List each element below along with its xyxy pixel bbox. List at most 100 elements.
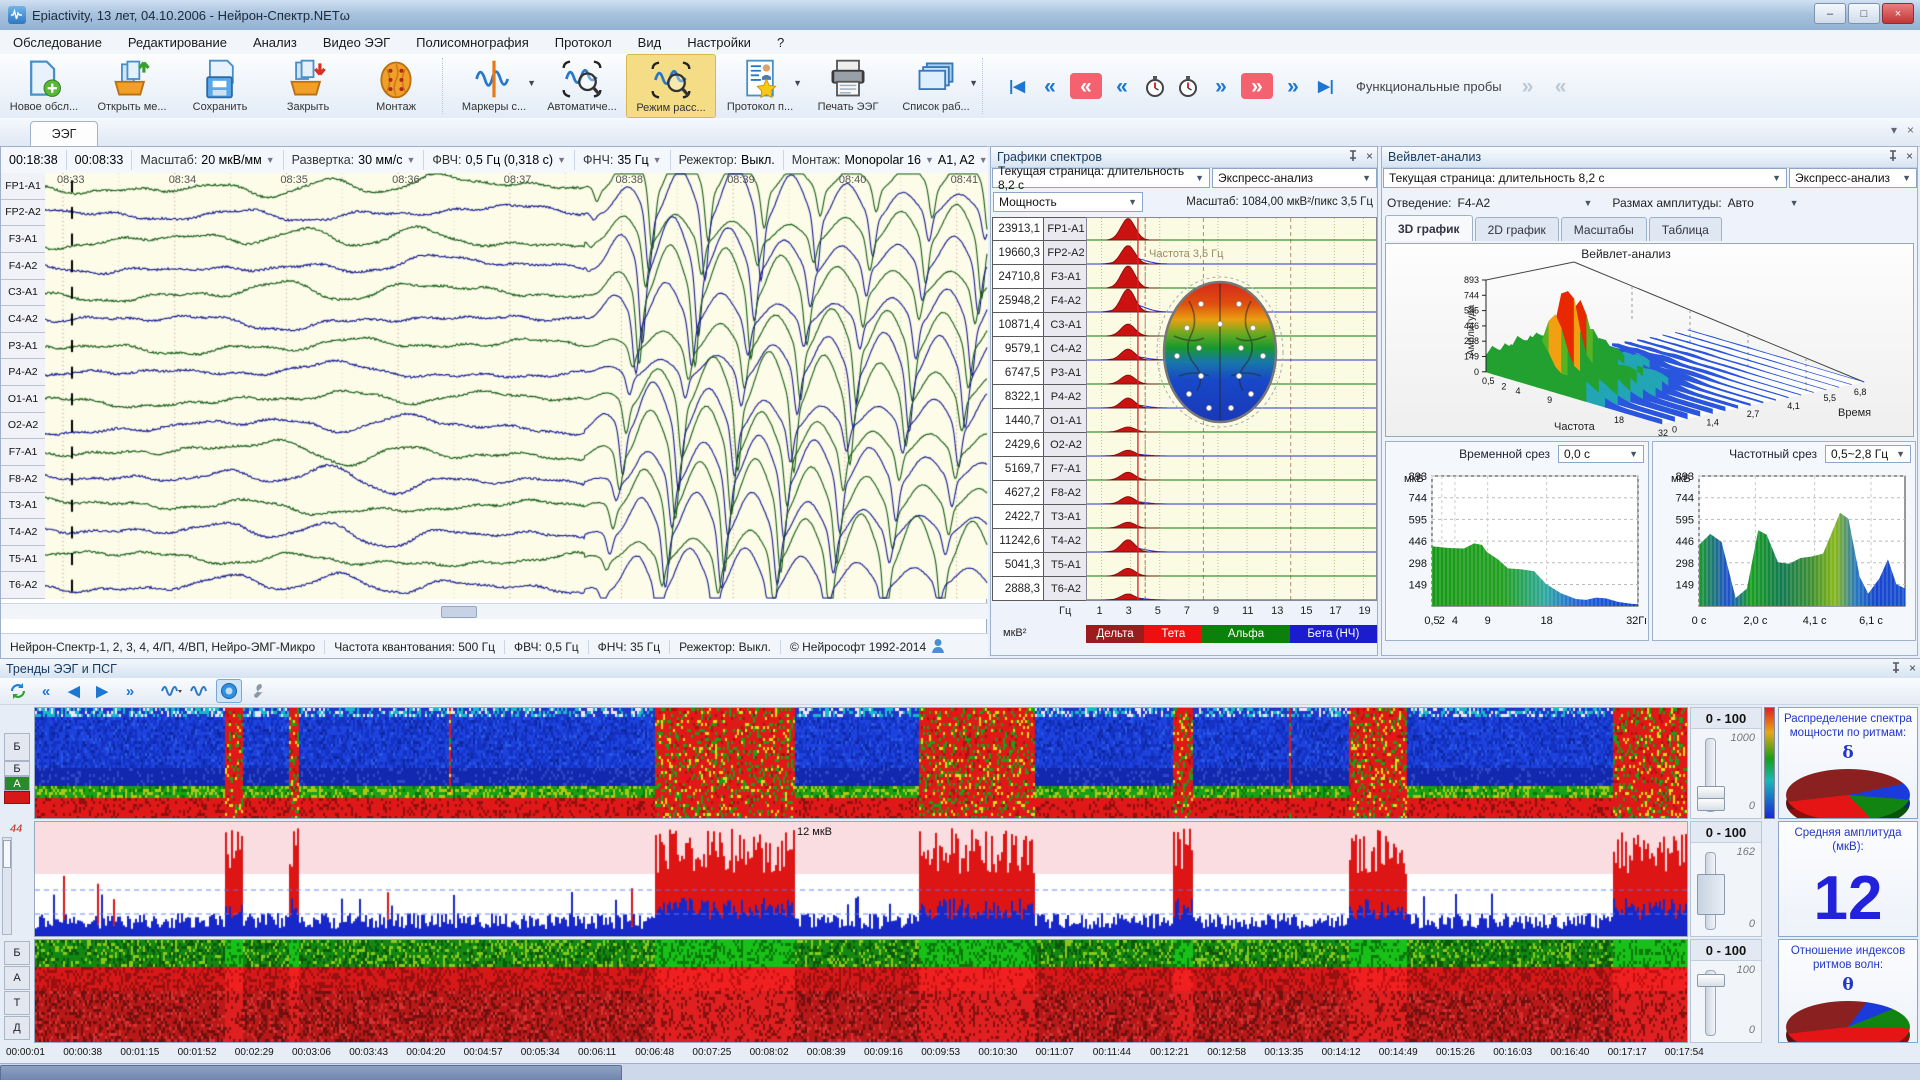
spectrum-row-F4-A2[interactable]: 25948,2F4-A2 bbox=[992, 289, 1089, 313]
trends-horizontal-scrollbar[interactable] bbox=[0, 1063, 1920, 1080]
go-first-button[interactable]: |◀ bbox=[1004, 73, 1030, 99]
trend-slider-thumb[interactable] bbox=[1697, 786, 1725, 799]
rewind-event-button[interactable]: « bbox=[1070, 73, 1102, 99]
chevron-down-icon[interactable]: ▼ bbox=[793, 78, 802, 88]
go-last-button[interactable]: ▶| bbox=[1313, 73, 1339, 99]
toolbar-button-3[interactable]: Закрыть bbox=[264, 54, 352, 118]
toolbar-button-9[interactable]: Печать ЭЭГ bbox=[804, 54, 892, 118]
fast-forward-button[interactable]: » bbox=[1280, 73, 1306, 99]
amplitude-range-select[interactable]: Авто bbox=[1728, 196, 1784, 210]
chevron-down-icon[interactable]: ▾ bbox=[1891, 123, 1897, 137]
toolbar-button-4[interactable]: Монтаж bbox=[352, 54, 440, 118]
spectrum-row-P3-A1[interactable]: 6747,5P3-A1 bbox=[992, 361, 1089, 385]
spectrum-row-C3-A1[interactable]: 10871,4C3-A1 bbox=[992, 313, 1089, 337]
menu-item-8[interactable]: ? bbox=[764, 32, 797, 53]
close-icon[interactable]: × bbox=[1909, 661, 1916, 675]
chevron-down-icon[interactable]: ▼ bbox=[1790, 198, 1799, 208]
toolbar-button-5[interactable]: Маркеры с...▼ bbox=[450, 54, 538, 118]
menu-item-5[interactable]: Протокол bbox=[542, 32, 625, 53]
spectrum-page-select[interactable]: Текущая страница: длительность 8,2 с▼ bbox=[992, 168, 1210, 188]
step-back-button[interactable]: ◀ bbox=[62, 680, 86, 702]
toolbar-button-8[interactable]: Протокол п...▼ bbox=[716, 54, 804, 118]
spectrum-row-C4-A2[interactable]: 9579,1C4-A2 bbox=[992, 337, 1089, 361]
toolbar-button-2[interactable]: Сохранить bbox=[176, 54, 264, 118]
skip-forward-button[interactable]: » bbox=[118, 680, 142, 702]
step-forward-button[interactable]: ▶ bbox=[90, 680, 114, 702]
spectrum-row-F7-A1[interactable]: 5169,7F7-A1 bbox=[992, 457, 1089, 481]
wavelet-3d-plot[interactable]: 8937445954462981490Амплитуда0,52491832Ча… bbox=[1385, 243, 1914, 437]
navigator-icon[interactable] bbox=[216, 679, 242, 703]
lead-select[interactable]: F4-A2 bbox=[1458, 196, 1578, 210]
toolbar-button-10[interactable]: Список раб...▼ bbox=[892, 54, 980, 118]
tab-eeg[interactable]: ЭЭГ bbox=[30, 121, 98, 146]
eeg-notch-select[interactable]: Режектор:Выкл. bbox=[671, 150, 784, 170]
pin-icon[interactable] bbox=[1348, 150, 1358, 162]
menu-item-0[interactable]: Обследование bbox=[0, 32, 115, 53]
chevron-down-icon[interactable]: ▼ bbox=[1584, 198, 1593, 208]
spectrum-row-T5-A1[interactable]: 5041,3T5-A1 bbox=[992, 553, 1089, 577]
wavelet-tab-3[interactable]: Таблица bbox=[1649, 217, 1722, 241]
wavelet-page-select[interactable]: Текущая страница: длительность 8,2 с▼ bbox=[1383, 168, 1787, 188]
toolbar-button-7[interactable]: Режим расс... bbox=[626, 54, 716, 118]
trend-rhythm-strip[interactable] bbox=[34, 939, 1688, 1043]
trends-scrollbar-thumb[interactable] bbox=[0, 1065, 622, 1080]
wavelet-express-select[interactable]: Экспресс-анализ▼ bbox=[1789, 168, 1917, 188]
spectrum-plot-area[interactable]: Частота 3,5 Гц bbox=[1086, 217, 1377, 601]
spectrum-row-O1-A1[interactable]: 1440,7O1-A1 bbox=[992, 409, 1089, 433]
menu-item-6[interactable]: Вид bbox=[625, 32, 675, 53]
eeg-scale-select[interactable]: Масштаб:20 мкВ/мм▼ bbox=[132, 150, 283, 170]
timer-forward-button[interactable] bbox=[1175, 73, 1201, 99]
eeg-hpf-select[interactable]: ФВЧ:0,5 Гц (0,318 с)▼ bbox=[424, 150, 575, 170]
menu-item-3[interactable]: Видео ЭЭГ bbox=[310, 32, 403, 53]
fast-rewind-button[interactable]: « bbox=[1037, 73, 1063, 99]
settings-wrench-icon[interactable] bbox=[246, 680, 270, 702]
timer-back-button[interactable] bbox=[1142, 73, 1168, 99]
close-icon[interactable]: × bbox=[1366, 149, 1373, 163]
wavelet-tab-2[interactable]: Масштабы bbox=[1561, 217, 1647, 241]
time-slice-select[interactable]: 0,0 с▼ bbox=[1558, 445, 1644, 463]
chevron-down-icon[interactable]: ▼ bbox=[969, 78, 978, 88]
eeg-traces-area[interactable]: 08:3308:3408:3508:3608:3708:3808:3908:40… bbox=[45, 173, 988, 599]
close-icon[interactable]: × bbox=[1907, 123, 1914, 137]
eeg-time-full[interactable]: 00:18:38 bbox=[1, 150, 67, 170]
close-icon[interactable]: × bbox=[1906, 149, 1913, 163]
close-button[interactable]: × bbox=[1882, 3, 1914, 24]
trend-amplitude-strip[interactable]: 12 мкВ bbox=[34, 821, 1688, 937]
minimize-button[interactable]: – bbox=[1814, 3, 1846, 24]
trend-slider-thumb[interactable] bbox=[1697, 798, 1725, 811]
maximize-button[interactable]: □ bbox=[1848, 3, 1880, 24]
trend-spectrogram-strip[interactable] bbox=[34, 707, 1688, 819]
rewind-page-button[interactable]: « bbox=[1109, 73, 1135, 99]
skip-back-button[interactable]: « bbox=[34, 680, 58, 702]
menu-item-1[interactable]: Редактирование bbox=[115, 32, 240, 53]
eeg-time-page[interactable]: 00:08:33 bbox=[67, 150, 133, 170]
wavelet-tab-1[interactable]: 2D график bbox=[1475, 217, 1559, 241]
spectrum-row-F8-A2[interactable]: 4627,2F8-A2 bbox=[992, 481, 1089, 505]
chevron-down-icon[interactable]: ▼ bbox=[527, 78, 536, 88]
trend-signal-icon[interactable] bbox=[188, 680, 212, 702]
spectrum-row-T4-A2[interactable]: 11242,6T4-A2 bbox=[992, 529, 1089, 553]
probe-prev-button[interactable]: « bbox=[1548, 73, 1574, 99]
spectrum-express-select[interactable]: Экспресс-анализ▼ bbox=[1212, 168, 1377, 188]
spectrum-row-FP2-A2[interactable]: 19660,3FP2-A2 bbox=[992, 241, 1089, 265]
freq-slice-select[interactable]: 0,5~2,8 Гц▼ bbox=[1825, 445, 1911, 463]
trend-signal-select-icon[interactable] bbox=[160, 680, 184, 702]
menu-item-7[interactable]: Настройки bbox=[674, 32, 764, 53]
menu-item-4[interactable]: Полисомнография bbox=[403, 32, 542, 53]
spectrum-row-FP1-A1[interactable]: 23913,1FP1-A1 bbox=[992, 217, 1089, 241]
spectrum-row-O2-A2[interactable]: 2429,6O2-A2 bbox=[992, 433, 1089, 457]
eeg-scrollbar-thumb[interactable] bbox=[441, 606, 477, 618]
refresh-icon[interactable] bbox=[6, 680, 30, 702]
spectrum-row-P4-A2[interactable]: 8322,1P4-A2 bbox=[992, 385, 1089, 409]
menu-item-2[interactable]: Анализ bbox=[240, 32, 310, 53]
eeg-montage-select[interactable]: Монтаж:Monopolar 16▼A1, A2▼ bbox=[784, 150, 997, 170]
trend2-mini-scrollbar[interactable] bbox=[2, 837, 12, 935]
toolbar-button-6[interactable]: Автоматиче... bbox=[538, 54, 626, 118]
trend-slider-thumb[interactable] bbox=[1697, 974, 1725, 987]
toolbar-button-1[interactable]: Открыть ме... bbox=[88, 54, 176, 118]
pin-icon[interactable] bbox=[1888, 150, 1898, 162]
trend-slider-range[interactable] bbox=[1697, 874, 1725, 916]
eeg-horizontal-scrollbar[interactable] bbox=[1, 603, 988, 619]
wavelet-tab-0[interactable]: 3D график bbox=[1385, 215, 1473, 241]
pin-icon[interactable] bbox=[1891, 662, 1901, 674]
